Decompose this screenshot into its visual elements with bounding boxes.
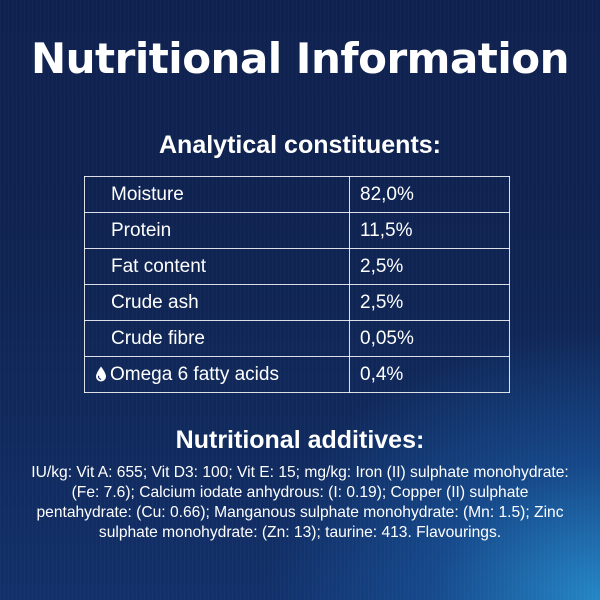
analytical-constituents-table: Moisture 82,0% Protein 11,5% Fat content… — [84, 176, 510, 393]
constituent-name: Moisture — [84, 176, 350, 213]
constituent-name: Crude fibre — [84, 320, 350, 357]
analytical-constituents-heading: Analytical constituents: — [159, 131, 441, 159]
constituent-value: 82,0% — [349, 176, 510, 213]
page-title: Nutritional Information — [30, 34, 570, 83]
constituent-value: 0,05% — [349, 320, 510, 357]
nutritional-additives-text: IU/kg: Vit A: 655; Vit D3: 100; Vit E: 1… — [31, 464, 569, 541]
constituent-value: 0,4% — [349, 356, 510, 393]
constituent-value: 11,5% — [349, 212, 510, 249]
table-row: Crude ash 2,5% — [84, 284, 510, 321]
table-row: Protein 11,5% — [84, 212, 510, 249]
table-row: Fat content 2,5% — [84, 248, 510, 285]
constituent-name: Protein — [84, 212, 350, 249]
water-drop-icon — [96, 366, 106, 381]
constituent-value: 2,5% — [349, 248, 510, 285]
constituent-value: 2,5% — [349, 284, 510, 321]
constituent-name: Fat content — [84, 248, 350, 285]
table-row: Moisture 82,0% — [84, 176, 510, 213]
constituent-name: Crude ash — [84, 284, 350, 321]
table-row: Omega 6 fatty acids 0,4% — [84, 356, 510, 393]
nutritional-additives-heading: Nutritional additives: — [175, 426, 425, 454]
table-row: Crude fibre 0,05% — [84, 320, 510, 357]
constituent-name-cell: Omega 6 fatty acids — [84, 356, 350, 393]
constituent-name: Omega 6 fatty acids — [110, 363, 279, 385]
